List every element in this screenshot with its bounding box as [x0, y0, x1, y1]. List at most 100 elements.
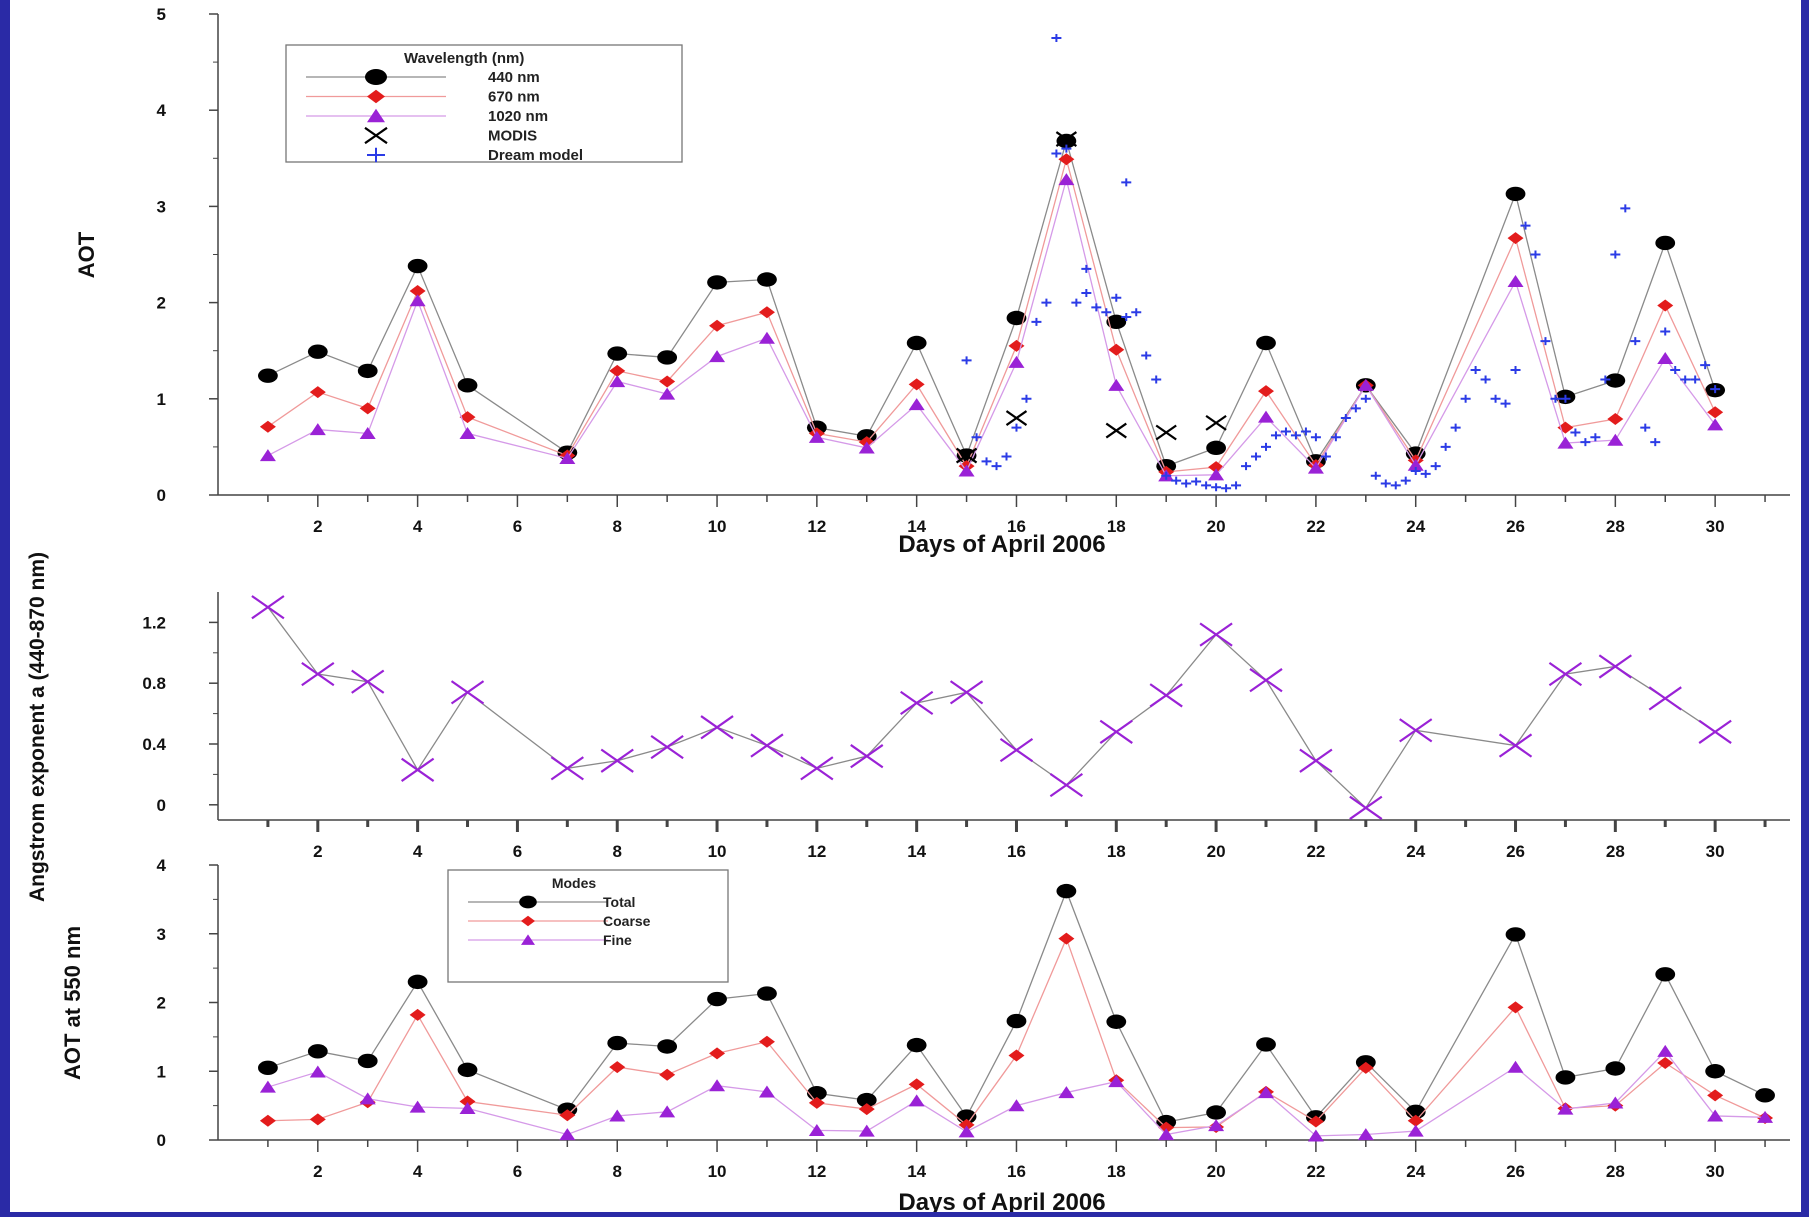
coarse-point — [609, 1061, 626, 1074]
1020-nm-point — [1507, 275, 1524, 288]
dream-model-point — [1091, 303, 1102, 312]
dream-model-point — [1071, 298, 1082, 307]
total-point — [1655, 967, 1676, 982]
fine-point — [409, 1100, 426, 1113]
dream-model-point — [1680, 375, 1691, 384]
1020-nm-point — [1058, 173, 1075, 186]
y-tick-label: 0.8 — [142, 674, 166, 693]
dream-model-point — [1081, 264, 1092, 273]
1020-nm-point — [1707, 418, 1724, 431]
angstrom-exponent-chart: 00.40.81.22 4 6 8 10 12 14 16 18 20 22 24 26 28 30Angs… — [26, 552, 1790, 902]
dream-model-point — [1011, 423, 1022, 432]
dream-model-point — [1450, 423, 1461, 432]
angstrom-point — [550, 756, 584, 781]
1020-nm-point — [1108, 378, 1125, 391]
legend-label-dream-model: Dream model — [488, 147, 583, 164]
670-nm-point — [1707, 406, 1724, 419]
modis-point — [1205, 414, 1227, 431]
x-tick-label: 16 — [1007, 517, 1026, 536]
angstrom-point — [1299, 748, 1333, 773]
legend-box — [447, 869, 729, 983]
1020-nm-point — [908, 398, 925, 411]
x-tick-label: 10 — [708, 1162, 727, 1181]
1020-nm-point — [958, 464, 975, 477]
1020-nm-point — [758, 331, 775, 344]
angstrom-point — [1099, 719, 1133, 744]
440-nm-point — [407, 258, 428, 274]
y-tick-label: 2 — [157, 294, 166, 313]
coarse-point — [459, 1095, 476, 1108]
x-tick-label: 20 — [1207, 517, 1226, 536]
total-point — [1505, 927, 1526, 942]
x-tick-label: 4 — [413, 1162, 423, 1181]
440-nm-point — [258, 368, 278, 383]
1020-nm-point — [359, 427, 376, 440]
dream-model-point — [1061, 144, 1072, 153]
dream-model-point — [1330, 433, 1341, 442]
dream-model-point — [1360, 394, 1371, 403]
dream-model-point — [1620, 204, 1631, 213]
x-axis-title: Days of April 2006 — [898, 531, 1105, 558]
coarse-point — [758, 1035, 775, 1048]
coarse-point — [259, 1114, 276, 1127]
fine-point — [1158, 1128, 1175, 1141]
x-axis-title: Days of April 2006 — [898, 1189, 1105, 1212]
1020-nm-point — [1407, 458, 1424, 471]
angstrom-point — [900, 690, 934, 716]
dream-model-point — [1320, 452, 1331, 461]
total-point — [1256, 1037, 1276, 1052]
1020-nm-point — [609, 375, 626, 388]
670-nm-point — [659, 375, 676, 388]
dream-model-point — [1400, 476, 1411, 485]
figure-panel: 0 1 2 3 4 5 2 4 6 8 10 12 14 16 18 20 22 24 26 28 30 Days of … — [10, 0, 1801, 1216]
dream-model-point — [1300, 427, 1311, 436]
x-tick-label: 2 — [313, 1162, 322, 1181]
total-point — [1106, 1014, 1127, 1029]
x-tick-label: 18 — [1107, 517, 1126, 536]
x-tick-label: 22 — [1306, 1162, 1325, 1181]
legend-label-fine: Fine — [603, 932, 632, 948]
fine-point — [858, 1124, 875, 1137]
x-tick-label: 6 — [513, 842, 522, 861]
y-tick-label: 3 — [157, 197, 166, 216]
fine-point — [609, 1109, 626, 1122]
dream-model-point — [1410, 466, 1421, 475]
440-nm-point — [1106, 314, 1127, 330]
legend-marker-total — [519, 895, 537, 909]
dream-model-point — [991, 462, 1002, 471]
coarse-point — [908, 1078, 925, 1091]
440-nm-point — [906, 335, 927, 351]
dream-model-point — [1201, 481, 1212, 490]
legend-label-total: Total — [603, 894, 635, 910]
legend-label-440-nm: 440 nm — [488, 69, 540, 86]
fine-point — [309, 1065, 326, 1078]
x-tick-label: 22 — [1306, 517, 1325, 536]
dream-model-point — [1121, 178, 1132, 187]
670-nm-line — [267, 156, 1716, 473]
legend-title: Modes — [552, 875, 597, 891]
1020-nm-point — [409, 294, 426, 307]
angstrom-point — [1349, 795, 1383, 820]
coarse-point — [958, 1118, 975, 1131]
y-axis-title: AOT — [74, 231, 99, 278]
dream-model-point — [1650, 438, 1661, 447]
fine-point — [1757, 1110, 1774, 1123]
670-nm-point — [1108, 343, 1125, 356]
1020-nm-point — [1607, 433, 1624, 446]
1020-nm-point — [808, 430, 825, 443]
y-tick-label: 0.4 — [142, 735, 166, 754]
legend-marker-fine — [521, 934, 535, 945]
dream-model-point — [1530, 250, 1541, 259]
angstrom-point — [1399, 718, 1433, 743]
legend-title: Wavelength (nm) — [404, 50, 524, 67]
angstrom-point — [1498, 733, 1533, 758]
440-nm-point — [457, 378, 478, 393]
dream-model-point — [1001, 452, 1012, 461]
legend-label-modis: MODIS — [488, 128, 537, 145]
angstrom-point — [1598, 654, 1632, 679]
angstrom-point — [750, 733, 784, 758]
dream-model-point — [1241, 462, 1252, 471]
670-nm-point — [409, 285, 426, 298]
x-tick-label: 14 — [907, 517, 926, 536]
